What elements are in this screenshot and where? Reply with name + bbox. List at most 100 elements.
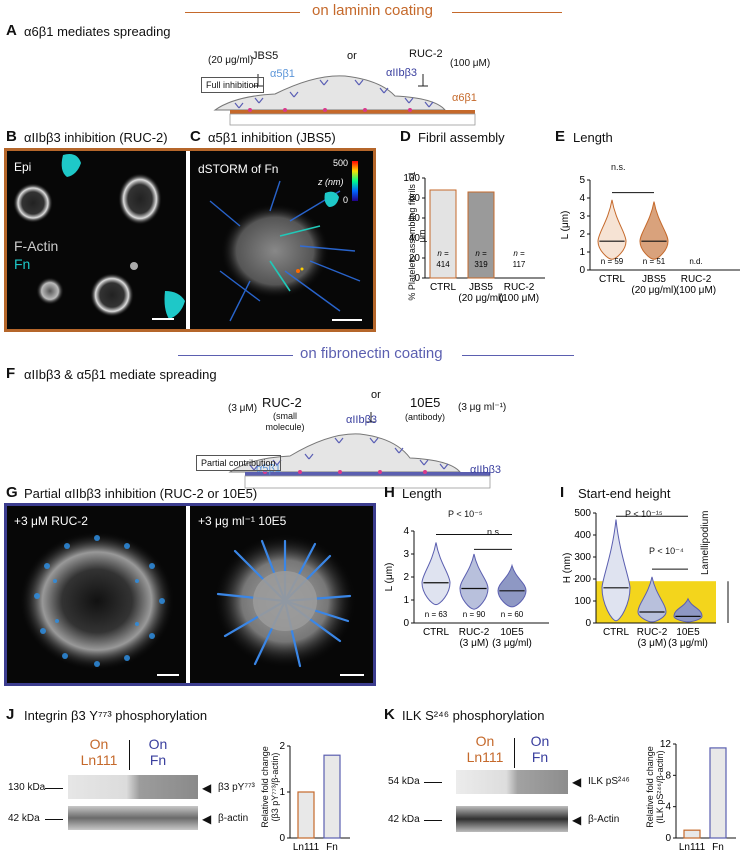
panel-j-arrow-2: ◀ [202, 812, 212, 826]
panel-j-title: Integrin β3 Y⁷⁷³ phosphorylation [24, 708, 208, 723]
e-ytick-label-2: 2 [579, 229, 585, 240]
i-ytick-label-2: 200 [574, 574, 591, 585]
panel-j-on2: On [148, 736, 168, 752]
e-category-label-1-sub: (20 μg/ml) [631, 285, 676, 296]
panel-j-tick-1 [45, 788, 63, 789]
h-violin-1 [459, 553, 489, 610]
panel-a-int-a5b1: α5β1 [270, 68, 295, 80]
k-ytick-label-0: 0 [665, 833, 671, 844]
e-ytick-label-1: 1 [579, 247, 585, 258]
panel-k-divider [514, 738, 515, 768]
panel-k-tick-1 [424, 782, 442, 783]
panel-h-p: P < 10⁻⁵ [448, 509, 483, 519]
e-ytick-label-0: 0 [579, 265, 585, 276]
panel-e-ns: n.s. [611, 162, 626, 172]
e-category-label-1: JBS5 [642, 274, 666, 285]
panel-d-ylabel: % Platelets assembling fibrils >1 μm [407, 171, 427, 301]
j-category-label-1: Fn [326, 842, 338, 853]
panel-i-lam: Lamellipodium [700, 510, 711, 575]
panel-k-ylabel-2: (ILK pS²⁴⁶/β-actin) [655, 750, 665, 824]
e-ytick-label-3: 3 [579, 211, 585, 222]
h-ytick-label-2: 2 [403, 572, 409, 583]
d-category-label-0: CTRL [430, 282, 457, 293]
i-ytick-label-4: 400 [574, 530, 591, 541]
h-ytick-label-3: 3 [403, 549, 409, 560]
i-category-label-1-sub: (3 μM) [637, 638, 666, 649]
i-category-label-2-sub: (3 μg/ml) [668, 638, 708, 649]
j-ytick-label-0: 0 [279, 833, 285, 844]
i-category-label-1: RUC-2 [637, 627, 668, 638]
e-category-label-2-sub: (100 μM) [676, 285, 716, 296]
i-ytick-label-1: 100 [574, 596, 591, 607]
panel-k-sub1: Ln111 [466, 749, 504, 765]
h-category-label-0: CTRL [423, 627, 450, 638]
panel-a-or: or [347, 50, 357, 62]
e-n-label-2: n.d. [689, 257, 702, 266]
i-category-label-0: CTRL [603, 627, 630, 638]
d-ytick-label-3: 60 [409, 213, 421, 224]
length-chart-fibronectin: 0 1 2 3 4 L (μm) n = 63 n = 90 n = 60 CTRL RUC-2(3… [384, 526, 549, 649]
panel-j-letter: J [6, 706, 15, 723]
panel-e-chart: 0 1 2 3 4 5 L (μm) n = 59 n = 51 n.d. CTRL JBS5 (20 … [560, 150, 756, 315]
panel-k-title: ILK S²⁴⁶ phosphorylation [402, 708, 545, 723]
d-ytick-label-4: 80 [409, 193, 421, 204]
panel-d-chart: 0 20 40 60 80 100 n = 414 n = 319 n = 117 CTRL JBS5 (2… [385, 150, 560, 335]
e-category-label-2: RUC-2 [681, 274, 712, 285]
k-category-label-1: Fn [712, 842, 724, 853]
panel-f-title: αIIbβ3 & α5β1 mediate spreading [24, 367, 217, 382]
panel-b-factin: F-Actin [14, 238, 59, 254]
panel-c-label: dSTORM of Fn [198, 162, 279, 176]
panel-k-ylabel-1: Relative fold change [645, 746, 655, 828]
h-ytick-label-4: 4 [403, 526, 409, 537]
h-category-label-1: RUC-2 [459, 627, 490, 638]
h-n-label-1: n = 90 [463, 610, 486, 619]
panel-g-title: Partial αIIbβ3 inhibition (RUC-2 or 10E5… [24, 486, 258, 501]
k-bar-1 [709, 747, 727, 839]
panel-g-image-1 [7, 506, 186, 683]
d-category-label-2: RUC-2 [504, 282, 535, 293]
panel-g-label-1: +3 μM RUC-2 [14, 514, 88, 528]
panel-j-blot-2 [68, 806, 198, 830]
j-ytick-label-1: 1 [279, 787, 285, 798]
panel-f-schematic [195, 412, 555, 492]
panel-d-title: Fibril assembly [418, 130, 505, 145]
panel-k-chart: 0 4 8 12 Ln111 Fn [648, 736, 756, 857]
panel-h-title: Length [402, 486, 442, 501]
panel-a-box-label: Full inhibition [201, 77, 264, 93]
h-ytick-label-0: 0 [403, 618, 409, 629]
panel-k-kda-2: 42 kDa [388, 814, 420, 825]
panel-i-title: Start-end height [578, 486, 671, 501]
e-category-label-0: CTRL [599, 274, 626, 285]
panel-j-blot-1 [68, 775, 198, 799]
d-n-label-0: n = [437, 249, 449, 258]
panel-j-chart: 0 1 2 Ln111 Fn [262, 738, 372, 857]
e-ylabel: L (μm) [560, 211, 571, 240]
panel-j-sub2: Fn [149, 752, 167, 768]
panel-i-chart: 0 100 200 300 400 500 H (nm) CTRL RUC-2 (3 μM) 10E… [560, 505, 750, 675]
panel-j-divider [129, 740, 130, 770]
panel-h-ns: n.s. [487, 527, 502, 537]
d-bar-0 [429, 189, 457, 279]
height-chart-fibronectin: 0 100 200 300 400 500 H (nm) CTRL RUC-2(3 μM) 10E… [562, 508, 729, 649]
panel-i-letter: I [560, 484, 565, 501]
d-n-label-1: n = [475, 249, 487, 258]
d-category-label-2-sub: (100 μM) [499, 293, 539, 304]
panel-k-arrow-1: ◀ [572, 775, 582, 789]
i-ytick-label-3: 300 [574, 552, 591, 563]
i-ytick-label-5: 500 [574, 508, 591, 519]
i-category-label-2: 10E5 [676, 627, 700, 638]
platelet-schematic-fibronectin [228, 412, 491, 489]
panel-k-sub2: Fn [531, 749, 549, 765]
panel-k-on1: On [475, 733, 495, 749]
panel-f-drug-left-sub1: (small [273, 411, 297, 421]
panel-f-box-label: Partial contribution [196, 455, 281, 471]
panel-g-letter: G [6, 484, 18, 501]
d-ytick-label-1: 20 [409, 253, 421, 264]
e-n-label-1: n = 51 [643, 257, 666, 266]
panel-h-letter: H [384, 484, 395, 501]
panel-f-conc-right: (3 μg ml⁻¹) [458, 402, 507, 413]
panel-a-drug-left: JBS5 [252, 50, 279, 62]
platelet-schematic-laminin [213, 74, 476, 126]
panel-j-kda-2: 42 kDa [8, 813, 40, 824]
panel-h-chart: 0 1 2 3 4 L (μm) n = 63 n = 90 n = 60 CTRL RUC-2 (3… [382, 505, 562, 675]
